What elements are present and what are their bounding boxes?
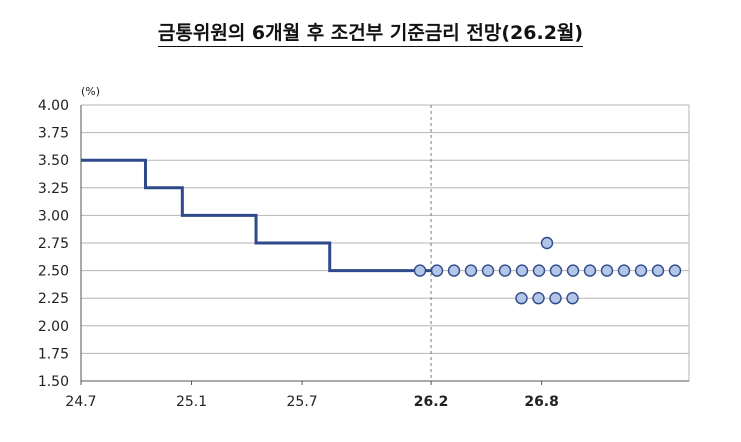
chart-title-text: 금통위원의 6개월 후 조건부 기준금리 전망(26.2월) bbox=[157, 22, 584, 47]
y-tick-label: 2.25 bbox=[38, 291, 69, 307]
projection-dot bbox=[481, 264, 495, 277]
projection-dot bbox=[566, 264, 580, 277]
y-tick-label: 4.00 bbox=[38, 98, 69, 114]
projection-dot bbox=[464, 264, 478, 277]
y-tick-label: 2.75 bbox=[38, 236, 69, 252]
projection-dot bbox=[549, 264, 563, 277]
projection-dot bbox=[549, 292, 562, 305]
projection-dot bbox=[430, 264, 444, 277]
projection-dot bbox=[540, 236, 554, 250]
projection-dot bbox=[532, 292, 545, 305]
projection-dot bbox=[651, 264, 665, 277]
x-tick-label: 26.8 bbox=[524, 394, 559, 410]
projection-dot bbox=[634, 264, 648, 277]
y-tick-label: 3.50 bbox=[38, 153, 69, 169]
projection-dot bbox=[515, 264, 529, 277]
projection-dot bbox=[532, 264, 546, 277]
y-tick-label: 2.50 bbox=[38, 264, 69, 280]
projection-dot bbox=[447, 264, 461, 277]
projection-dot bbox=[515, 292, 528, 305]
x-tick-label: 26.2 bbox=[414, 394, 449, 410]
projection-dot bbox=[600, 264, 614, 277]
y-tick-label: 3.75 bbox=[38, 126, 69, 142]
y-tick-label: 3.00 bbox=[38, 208, 69, 224]
y-tick-label: 3.25 bbox=[38, 181, 69, 197]
x-tick-label: 25.7 bbox=[287, 394, 318, 410]
projection-dot bbox=[413, 264, 427, 277]
x-tick-label: 25.1 bbox=[176, 394, 207, 410]
chart-title: 금통위원의 6개월 후 조건부 기준금리 전망(26.2월) bbox=[0, 18, 741, 47]
projection-dot bbox=[583, 264, 597, 277]
projection-dot bbox=[668, 264, 682, 277]
y-axis-unit: (%) bbox=[81, 85, 100, 98]
projection-dot bbox=[498, 264, 512, 277]
x-tick-label: 24.7 bbox=[65, 394, 96, 410]
base-rate-line bbox=[81, 158, 432, 273]
y-tick-label: 2.00 bbox=[38, 319, 69, 335]
y-tick-label: 1.50 bbox=[38, 374, 69, 390]
y-tick-label: 1.75 bbox=[38, 346, 69, 362]
projection-dot bbox=[617, 264, 631, 277]
projection-dot bbox=[566, 292, 579, 305]
